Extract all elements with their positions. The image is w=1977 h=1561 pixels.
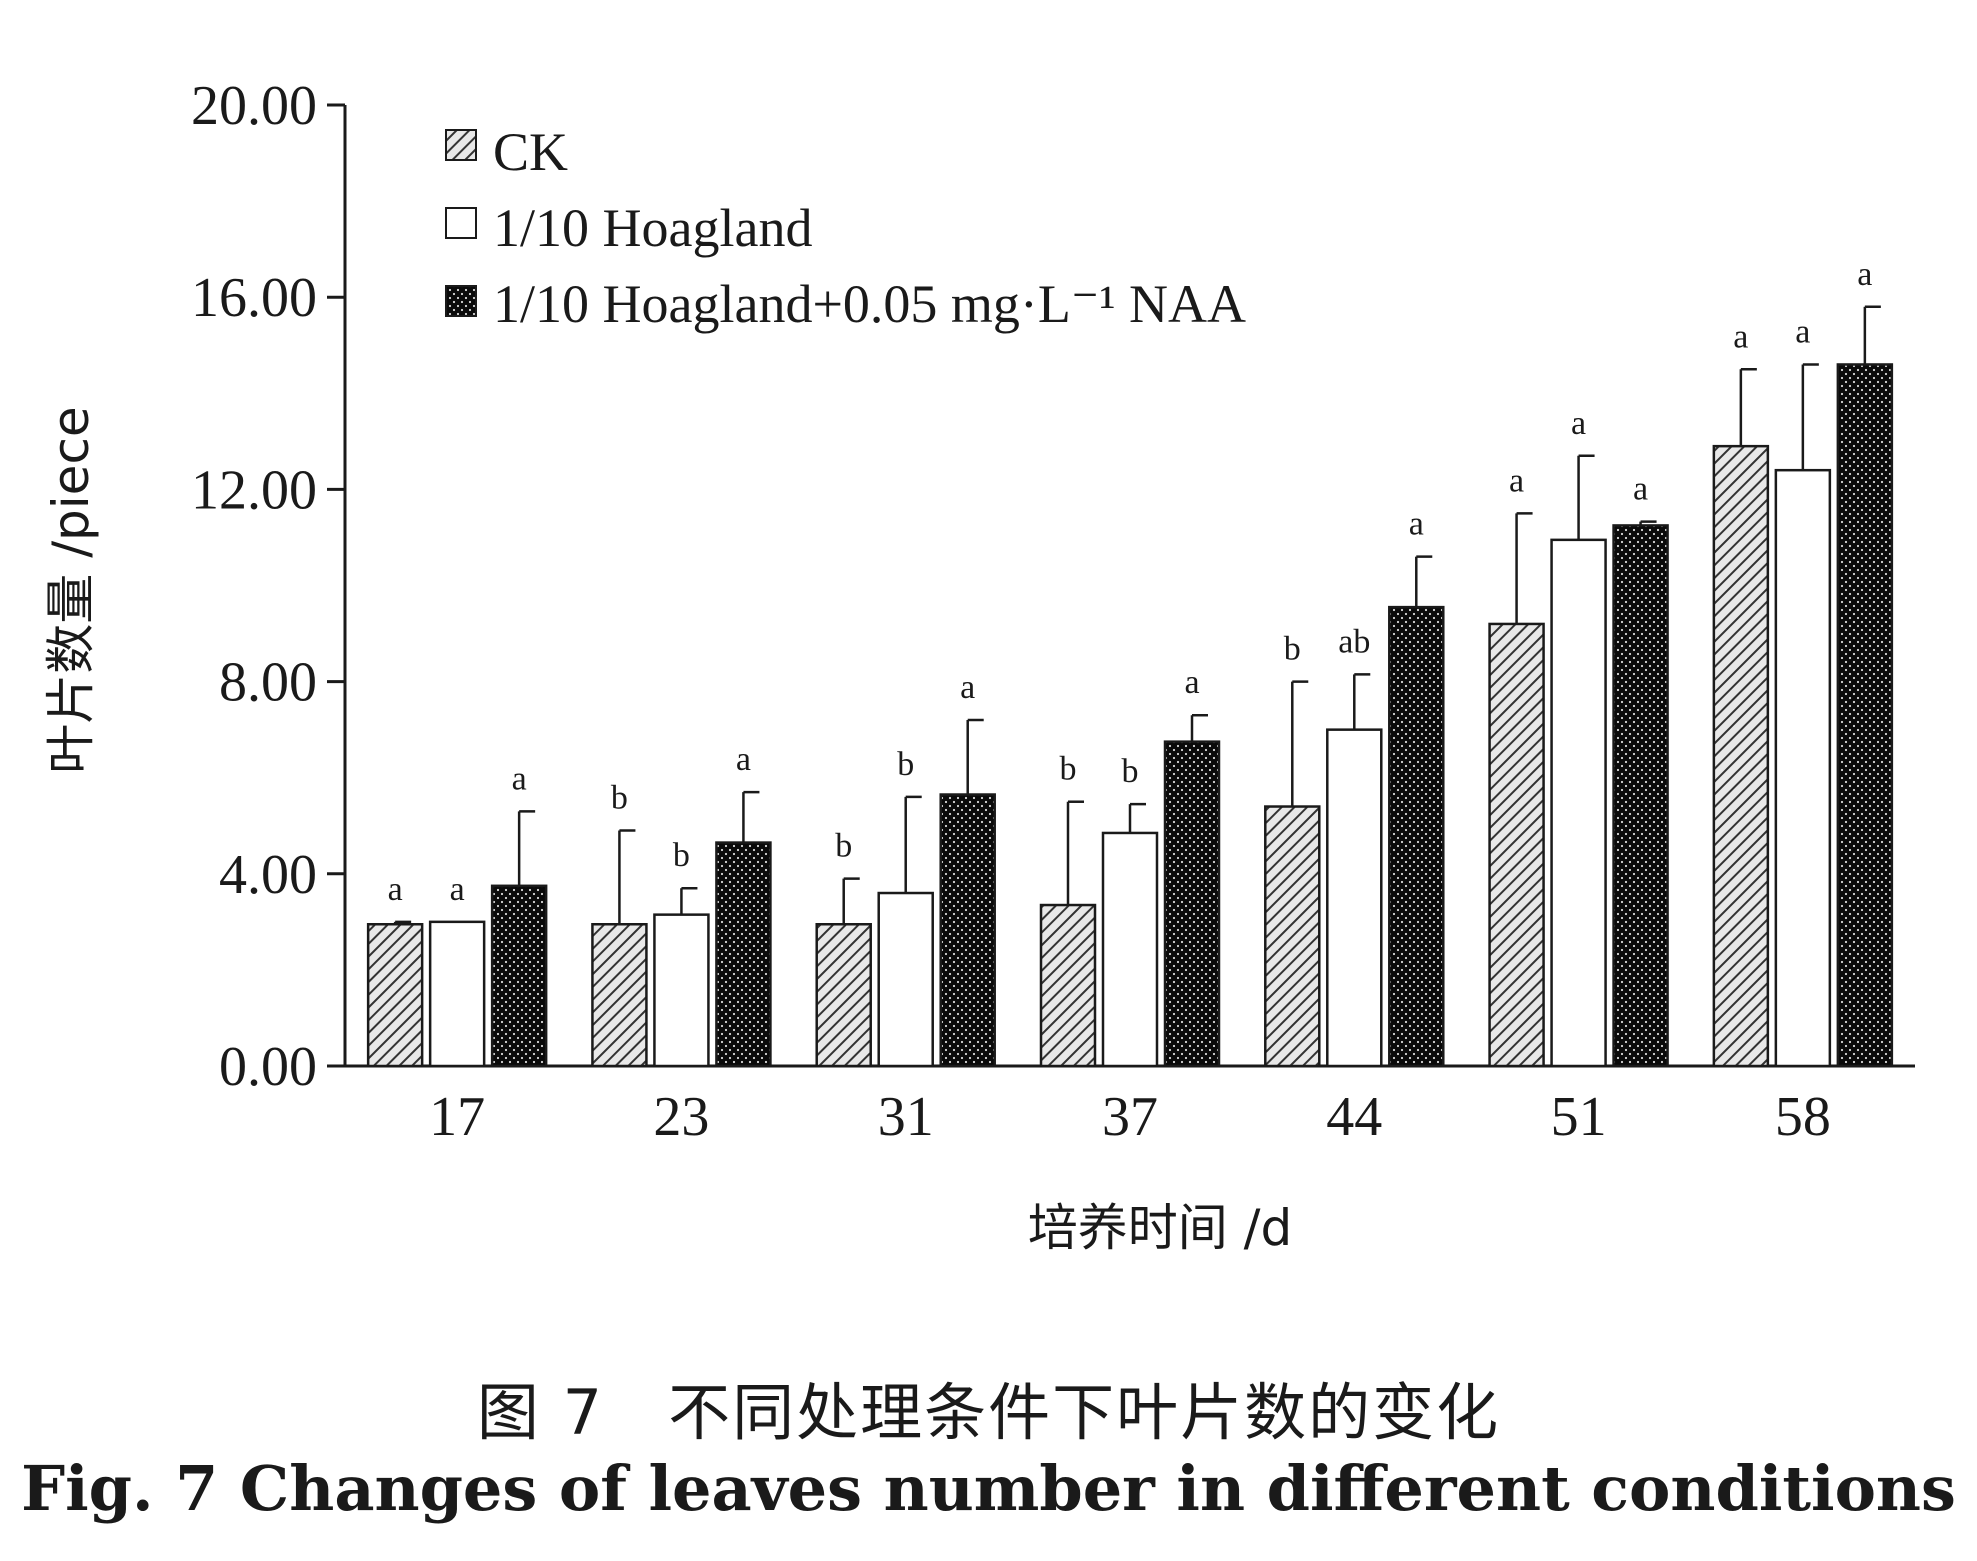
- x-tick-label: 44: [1326, 1086, 1382, 1148]
- x-tick-label: 37: [1102, 1086, 1158, 1148]
- bar-ck: [1712, 444, 1770, 1068]
- y-ticks: 0.00 4.00 8.00 12.00 16.00 20.00: [191, 75, 345, 1098]
- y-tick-label: 0.00: [219, 1036, 317, 1098]
- significance-letter: a: [1184, 664, 1199, 701]
- legend-swatch-hoagland: [445, 207, 477, 239]
- legend-label-ck: CK: [493, 122, 568, 182]
- bar-hoagland: [1550, 538, 1607, 1068]
- significance-letter: a: [1571, 405, 1586, 442]
- significance-letter: b: [835, 828, 852, 865]
- bar-hoagland: [653, 913, 710, 1068]
- x-tick-label: 51: [1551, 1086, 1607, 1148]
- y-tick-label: 8.00: [219, 652, 317, 714]
- significance-letter: a: [1409, 506, 1424, 543]
- y-tick-label: 12.00: [191, 459, 317, 521]
- bar-hoagland: [1101, 831, 1159, 1068]
- error-bars: [393, 305, 1881, 925]
- bars: [366, 363, 1894, 1068]
- significance-letter: b: [1122, 753, 1139, 790]
- bar-hoagland: [877, 891, 934, 1068]
- significance-letter: a: [512, 760, 527, 797]
- legend-label-naa: 1/10 Hoagland+0.05 mg·L⁻¹ NAA: [493, 274, 1246, 334]
- bar-naa: [1612, 524, 1669, 1068]
- x-tick-label: 31: [878, 1086, 934, 1148]
- bar-naa: [490, 884, 548, 1068]
- legend-swatch-naa: [445, 285, 477, 317]
- bar-ck: [815, 923, 872, 1068]
- bar-ck: [366, 923, 424, 1068]
- significance-letter: a: [736, 741, 751, 778]
- x-tick-label: 23: [653, 1086, 709, 1148]
- significance-letter: a: [1733, 318, 1748, 355]
- x-tick-label: 58: [1775, 1086, 1831, 1148]
- significance-letter: a: [388, 871, 403, 908]
- bar-hoagland: [1774, 468, 1832, 1068]
- bar-ck: [1039, 903, 1097, 1068]
- significance-letter: a: [450, 871, 465, 908]
- x-ticks: 17 23 31 37 44 51 58: [429, 1086, 1831, 1148]
- figure-caption-english: Fig. 7 Changes of leaves number in diffe…: [21, 1452, 1956, 1525]
- y-axis-title: 叶片数量 /piece: [42, 406, 100, 773]
- significance-letter: a: [1509, 462, 1524, 499]
- y-tick-label: 20.00: [191, 75, 317, 137]
- significance-letter: a: [1857, 256, 1872, 293]
- bar-ck: [1264, 805, 1321, 1068]
- x-tick-label: 17: [429, 1086, 485, 1148]
- bar-naa: [1388, 605, 1445, 1068]
- bar-chart: 0.00 4.00 8.00 12.00 16.00 20.00 17 23 31 37 44 51…: [42, 75, 1915, 1257]
- bar-naa: [1163, 740, 1221, 1068]
- y-tick-label: 4.00: [219, 844, 317, 906]
- significance-letter: b: [1060, 751, 1077, 788]
- significance-letter: b: [897, 746, 914, 783]
- legend-swatch-ck: [445, 129, 477, 161]
- significance-letter: b: [611, 780, 628, 817]
- significance-letter: ab: [1338, 623, 1370, 660]
- significance-letter: a: [960, 669, 975, 706]
- significance-letter: a: [1633, 471, 1648, 508]
- figure-caption-chinese: 图 7 不同处理条件下叶片数的变化: [476, 1376, 1501, 1449]
- bar-ck: [591, 923, 648, 1068]
- significance-letter: b: [1284, 631, 1301, 668]
- legend-label-hoagland: 1/10 Hoagland: [493, 198, 812, 258]
- significance-letter: a: [1795, 313, 1810, 350]
- x-axis-title: 培养时间 /d: [1028, 1199, 1292, 1257]
- significance-letter: b: [673, 837, 690, 874]
- bar-naa: [715, 841, 772, 1068]
- bar-hoagland: [1326, 728, 1383, 1068]
- bar-naa: [1836, 363, 1894, 1068]
- legend: CK 1/10 Hoagland 1/10 Hoagland+0.05 mg·L…: [445, 122, 1246, 334]
- bar-naa: [939, 793, 996, 1068]
- bar-ck: [1488, 622, 1545, 1068]
- y-tick-label: 16.00: [191, 267, 317, 329]
- bar-hoagland: [428, 920, 486, 1068]
